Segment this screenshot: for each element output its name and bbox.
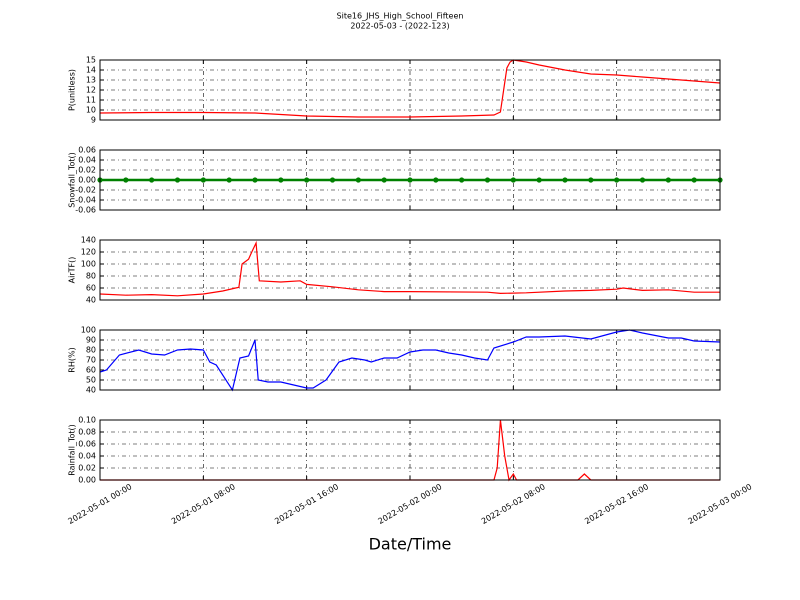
data-point bbox=[433, 177, 439, 183]
data-line bbox=[99, 59, 721, 118]
y-tick-label: 0.08 bbox=[78, 428, 96, 437]
y-tick-label: 120 bbox=[81, 248, 96, 257]
data-point bbox=[614, 177, 620, 183]
y-tick-label: 70 bbox=[86, 356, 96, 365]
y-tick-label: 0.04 bbox=[78, 452, 96, 461]
y-tick-label: 100 bbox=[81, 260, 96, 269]
x-tick-label: 2022-05-01 08:00 bbox=[170, 482, 237, 526]
data-point bbox=[562, 177, 568, 183]
data-point bbox=[278, 177, 284, 183]
data-point bbox=[252, 177, 258, 183]
data-point bbox=[459, 177, 465, 183]
y-tick-label: 0.00 bbox=[78, 176, 96, 185]
data-point bbox=[304, 177, 310, 183]
data-point bbox=[174, 177, 181, 183]
x-tick-label: 2022-05-02 00:00 bbox=[377, 482, 444, 526]
data-point bbox=[149, 177, 155, 183]
y-tick-label: 60 bbox=[86, 366, 96, 375]
figure-subtitle: 2022-05-03 - (2022-123) bbox=[350, 22, 449, 31]
y-tick-label: 9 bbox=[91, 116, 96, 125]
data-point bbox=[588, 177, 594, 183]
data-line bbox=[99, 329, 721, 392]
data-point bbox=[123, 177, 129, 183]
data-point bbox=[200, 177, 206, 183]
y-tick-label: 11 bbox=[86, 96, 96, 105]
y-tick-label: 100 bbox=[81, 326, 96, 335]
y-tick-label: -0.06 bbox=[75, 206, 96, 215]
y-axis-label: Rainfall_Tot() bbox=[68, 424, 77, 476]
axes-frame bbox=[99, 419, 721, 481]
y-tick-label: 0.10 bbox=[78, 416, 96, 425]
y-tick-label: 50 bbox=[86, 376, 96, 385]
data-point bbox=[639, 177, 646, 183]
data-point bbox=[381, 177, 387, 183]
data-point bbox=[510, 177, 516, 183]
x-tick-label: 2022-05-01 16:00 bbox=[273, 482, 340, 526]
y-tick-label: 13 bbox=[86, 76, 96, 85]
data-point bbox=[484, 177, 491, 183]
axes-frame bbox=[99, 329, 721, 391]
y-tick-label: -0.04 bbox=[75, 196, 96, 205]
x-tick-label: 2022-05-02 16:00 bbox=[583, 482, 650, 526]
y-tick-label: 60 bbox=[86, 284, 96, 293]
x-tick-label: 2022-05-03 00:00 bbox=[687, 482, 754, 526]
x-tick-label: 2022-05-01 00:00 bbox=[67, 482, 134, 526]
figure-title: Site16_JHS_High_School_Fifteen bbox=[337, 12, 464, 21]
y-axis-label: P(unitless) bbox=[68, 69, 77, 111]
data-line bbox=[100, 419, 720, 482]
y-axis-label: Snowfall_Tot() bbox=[68, 152, 77, 208]
data-point bbox=[536, 177, 542, 183]
y-tick-label: 14 bbox=[86, 66, 96, 75]
y-tick-label: 80 bbox=[86, 272, 96, 281]
axes-frame bbox=[99, 149, 721, 211]
y-tick-label: -0.02 bbox=[75, 186, 96, 195]
data-point bbox=[226, 177, 232, 183]
x-axis-label: Date/Time bbox=[369, 535, 452, 554]
y-tick-label: 12 bbox=[86, 86, 96, 95]
y-tick-label: 40 bbox=[86, 386, 96, 395]
data-point bbox=[329, 177, 336, 183]
data-point bbox=[665, 177, 671, 183]
y-tick-label: 15 bbox=[86, 56, 96, 65]
y-tick-label: 0.00 bbox=[78, 476, 96, 485]
y-tick-label: 0.06 bbox=[78, 440, 96, 449]
y-tick-label: 10 bbox=[86, 106, 96, 115]
y-axis-label: RH(%) bbox=[68, 347, 77, 372]
y-tick-label: 40 bbox=[86, 296, 96, 305]
x-tick-label: 2022-05-02 08:00 bbox=[480, 482, 547, 526]
axes-frame bbox=[99, 59, 721, 121]
axes-frame bbox=[99, 239, 721, 301]
y-tick-label: 0.02 bbox=[78, 166, 96, 175]
y-axis-label: AirTF() bbox=[68, 257, 77, 284]
data-line bbox=[99, 240, 720, 297]
data-point bbox=[355, 177, 361, 183]
y-tick-label: 0.04 bbox=[78, 156, 96, 165]
y-tick-label: 0.02 bbox=[78, 464, 96, 473]
data-point bbox=[691, 177, 697, 183]
y-tick-label: 140 bbox=[81, 236, 96, 245]
y-tick-label: 0.06 bbox=[78, 146, 96, 155]
y-tick-label: 90 bbox=[86, 336, 96, 345]
data-point bbox=[407, 177, 413, 183]
y-tick-label: 80 bbox=[86, 346, 96, 355]
